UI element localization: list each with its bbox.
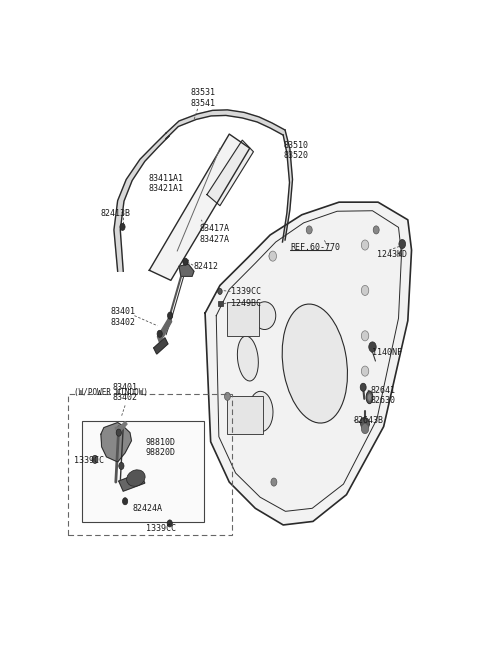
Text: 83417A
83427A: 83417A 83427A: [199, 224, 229, 244]
Polygon shape: [154, 338, 168, 354]
Polygon shape: [149, 134, 250, 280]
Text: 83531
83541: 83531 83541: [191, 88, 216, 108]
Circle shape: [183, 258, 188, 265]
Polygon shape: [205, 202, 411, 525]
Circle shape: [167, 520, 172, 527]
Circle shape: [369, 342, 376, 352]
Polygon shape: [166, 110, 285, 139]
FancyBboxPatch shape: [228, 396, 263, 434]
Text: 82412: 82412: [194, 262, 219, 271]
Polygon shape: [119, 473, 145, 491]
Ellipse shape: [249, 391, 273, 432]
Circle shape: [269, 252, 275, 260]
Polygon shape: [282, 130, 292, 242]
Polygon shape: [114, 133, 169, 271]
Circle shape: [360, 417, 370, 430]
Circle shape: [157, 330, 162, 337]
Text: REF.60-770: REF.60-770: [290, 243, 341, 252]
Text: 83510
83520: 83510 83520: [284, 141, 309, 160]
Text: 82641
82630: 82641 82630: [371, 386, 396, 405]
Text: 1243KD: 1243KD: [377, 250, 407, 259]
Ellipse shape: [282, 304, 348, 423]
Circle shape: [168, 312, 173, 319]
Circle shape: [360, 417, 366, 426]
Ellipse shape: [238, 336, 258, 381]
Circle shape: [361, 240, 369, 250]
Circle shape: [361, 286, 369, 295]
Ellipse shape: [366, 391, 373, 403]
Text: 83401
83402: 83401 83402: [111, 307, 136, 327]
Circle shape: [399, 240, 406, 248]
Ellipse shape: [127, 470, 145, 486]
Circle shape: [360, 383, 366, 391]
Bar: [82, 421, 204, 523]
Polygon shape: [157, 316, 172, 343]
Polygon shape: [207, 140, 253, 206]
Text: 98810D
98820D: 98810D 98820D: [145, 438, 176, 457]
Ellipse shape: [253, 302, 276, 329]
Circle shape: [120, 223, 125, 231]
Text: 1249BC: 1249BC: [231, 299, 261, 308]
FancyBboxPatch shape: [228, 301, 259, 336]
Circle shape: [218, 288, 222, 295]
Circle shape: [122, 498, 128, 505]
Polygon shape: [179, 264, 194, 276]
Circle shape: [119, 462, 124, 470]
Text: 1339CC: 1339CC: [145, 524, 176, 533]
Circle shape: [361, 331, 369, 341]
Text: 82643B: 82643B: [354, 415, 384, 424]
Circle shape: [306, 226, 312, 234]
Text: (W/POWER WINDOW): (W/POWER WINDOW): [74, 388, 148, 397]
Bar: [68, 394, 232, 535]
Text: 1140NF: 1140NF: [372, 348, 402, 358]
FancyBboxPatch shape: [218, 301, 223, 306]
Polygon shape: [115, 422, 127, 430]
Circle shape: [361, 366, 369, 376]
Polygon shape: [101, 422, 132, 462]
Text: 1339CC: 1339CC: [231, 287, 261, 296]
Circle shape: [271, 478, 277, 486]
Circle shape: [225, 392, 230, 400]
Circle shape: [373, 226, 379, 234]
Text: 83401
83402: 83401 83402: [113, 383, 138, 402]
Circle shape: [361, 424, 369, 434]
Text: 83411A1
83421A1: 83411A1 83421A1: [148, 174, 183, 193]
Circle shape: [269, 251, 276, 261]
Text: 1339CC: 1339CC: [74, 457, 104, 466]
Ellipse shape: [368, 394, 372, 401]
Circle shape: [116, 429, 121, 436]
Text: 82424A: 82424A: [132, 504, 163, 513]
Text: 82413B: 82413B: [100, 209, 130, 217]
Circle shape: [92, 455, 98, 464]
